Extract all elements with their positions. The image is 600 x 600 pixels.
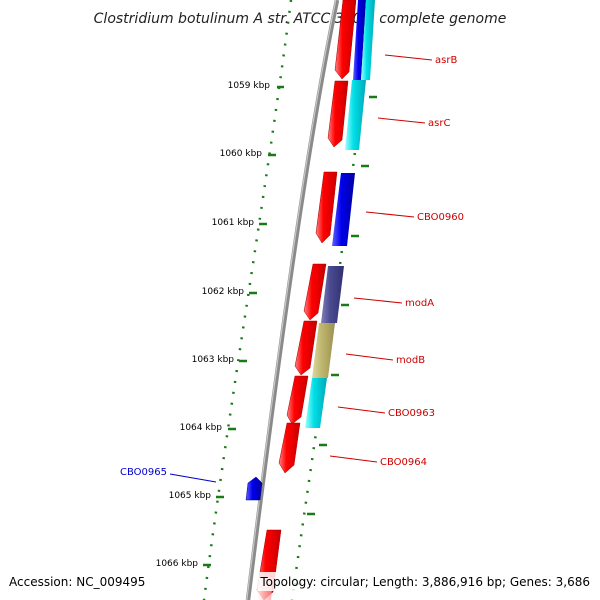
leader-line xyxy=(365,211,415,218)
tick-label: 1059 kbp xyxy=(228,81,271,91)
footer-summary-background xyxy=(257,572,592,591)
gene-arrow[interactable] xyxy=(286,375,309,425)
gene-label-CBO0960[interactable]: CBO0960 xyxy=(417,212,464,223)
gene-label-asrB[interactable]: asrB xyxy=(435,55,457,66)
leader-line xyxy=(169,473,217,483)
gene-arrow[interactable] xyxy=(294,320,318,376)
gene-label-CBO0964[interactable]: CBO0964 xyxy=(380,457,427,468)
genome-backbone xyxy=(245,0,340,600)
gene-label-asrC[interactable]: asrC xyxy=(428,118,450,129)
gene-arrow[interactable] xyxy=(278,422,301,474)
tick-label: 1065 kbp xyxy=(169,491,212,501)
tick-marks xyxy=(203,85,377,586)
gene-arrow[interactable] xyxy=(334,0,357,80)
tick-label: 1060 kbp xyxy=(220,149,263,159)
gene-label-modB[interactable]: modB xyxy=(396,355,425,366)
category-blocks xyxy=(305,0,375,428)
forward-strand-genes xyxy=(256,0,357,600)
map-title: Clostridium botulinum A str. ATCC 3502, … xyxy=(94,11,507,27)
gene-block[interactable] xyxy=(353,0,366,80)
leader-line xyxy=(345,353,394,361)
leader-line xyxy=(377,117,426,124)
gene-leaders xyxy=(169,54,433,483)
gene-block[interactable] xyxy=(321,266,344,323)
gene-block[interactable] xyxy=(361,0,375,80)
leader-line xyxy=(384,54,433,61)
gene-arrow-reverse[interactable] xyxy=(245,476,263,501)
gene-label-modA[interactable]: modA xyxy=(405,298,434,309)
tick-label: 1062 kbp xyxy=(202,287,245,297)
tick-label: 1061 kbp xyxy=(212,218,255,228)
gene-block[interactable] xyxy=(312,323,335,378)
genome-backbone-highlight xyxy=(246,0,337,600)
leader-line xyxy=(353,297,403,304)
gene-labels: asrB asrC CBO0960 modA modB CBO0963 CBO0… xyxy=(120,55,464,478)
accession-text: Accession: NC_009495 xyxy=(9,575,145,589)
gene-arrow[interactable] xyxy=(315,171,338,244)
gene-block[interactable] xyxy=(305,378,327,428)
gene-label-CBO0965[interactable]: CBO0965 xyxy=(120,467,167,478)
gene-label-CBO0963[interactable]: CBO0963 xyxy=(388,408,435,419)
tick-label: 1064 kbp xyxy=(180,423,223,433)
tick-labels: 1059 kbp 1060 kbp 1061 kbp 1062 kbp 1063… xyxy=(156,81,271,569)
leader-line xyxy=(329,455,378,463)
gene-arrow[interactable] xyxy=(303,263,327,321)
gene-block[interactable] xyxy=(332,173,355,246)
gene-arrow[interactable] xyxy=(327,80,349,148)
inner-ruler xyxy=(202,0,293,600)
tick-label: 1063 kbp xyxy=(192,355,235,365)
gene-block[interactable] xyxy=(345,80,366,150)
leader-line xyxy=(337,406,386,414)
tick-label: 1066 kbp xyxy=(156,559,199,569)
genome-summary-text: Topology: circular; Length: 3,886,916 bp… xyxy=(259,575,590,589)
